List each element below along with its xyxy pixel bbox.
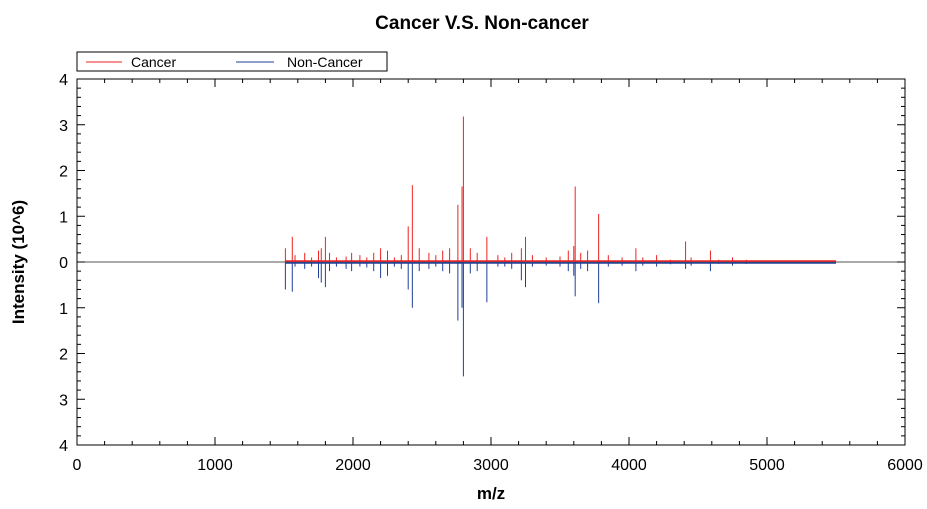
x-tick-label: 4000 [611, 457, 647, 474]
minor-ticks [77, 79, 905, 445]
x-tick-label: 3000 [473, 457, 509, 474]
legend-label-non-cancer: Non-Cancer [287, 54, 363, 70]
y-tick-label: 2 [59, 164, 68, 181]
x-axis-label: m/z [477, 484, 505, 503]
y-tick-label: 1 [59, 209, 68, 226]
legend-label-cancer: Cancer [131, 54, 176, 70]
cancer-series [284, 116, 837, 262]
chart-title: Cancer V.S. Non-cancer [375, 13, 589, 34]
y-tick-label: 4 [59, 438, 68, 455]
x-tick-label: 6000 [887, 457, 923, 474]
y-tick-label: 3 [59, 392, 68, 409]
y-axis-ticks: 4 3 2 1 0 1 2 3 4 [59, 72, 905, 455]
x-tick-label: 5000 [749, 457, 785, 474]
x-tick-label: 1000 [197, 457, 233, 474]
y-tick-label: 0 [59, 255, 68, 272]
x-tick-label: 2000 [335, 457, 371, 474]
x-tick-label: 0 [73, 457, 82, 474]
y-axis-label: Intensity (10^6) [9, 200, 28, 324]
legend: Cancer Non-Cancer [76, 51, 388, 72]
y-tick-label: 2 [59, 347, 68, 364]
x-axis-ticks: 0 1000 2000 3000 4000 5000 6000 [73, 79, 923, 474]
y-tick-label: 4 [59, 72, 68, 89]
legend-box [76, 51, 388, 72]
non-cancer-series [284, 262, 837, 377]
y-tick-label: 1 [59, 301, 68, 318]
y-tick-label: 3 [59, 118, 68, 135]
